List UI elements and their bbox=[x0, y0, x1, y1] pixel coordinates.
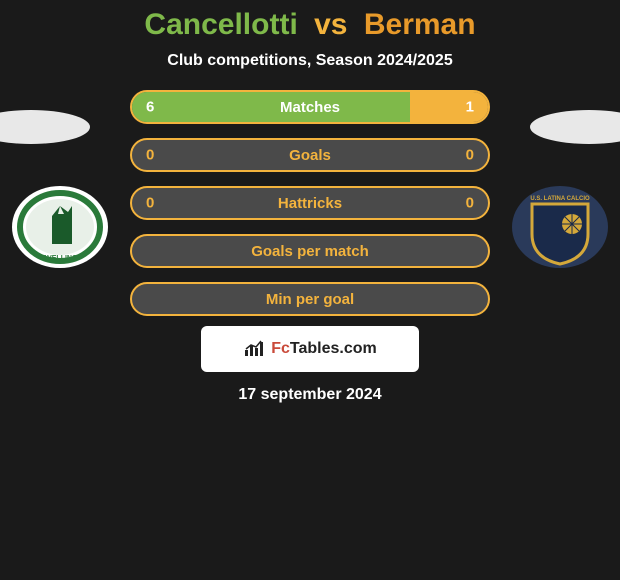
stat-value-right: 0 bbox=[466, 147, 474, 164]
title: Cancellotti vs Berman bbox=[0, 8, 620, 42]
player2-name: Berman bbox=[364, 8, 476, 41]
svg-text:AVELLINO: AVELLINO bbox=[43, 255, 78, 262]
stat-label: Hattricks bbox=[278, 195, 342, 212]
stat-value-left: 6 bbox=[146, 99, 154, 116]
stat-label: Matches bbox=[280, 99, 340, 116]
stat-pill-2: 0 0 Hattricks bbox=[130, 186, 490, 220]
player1-name: Cancellotti bbox=[144, 8, 297, 41]
right-side: U.S. LATINA CALCIO bbox=[500, 90, 620, 270]
left-ellipse bbox=[0, 110, 90, 144]
subtitle: Club competitions, Season 2024/2025 bbox=[0, 52, 620, 70]
stat-pill-3: Goals per match bbox=[130, 234, 490, 268]
stat-value-left: 0 bbox=[146, 147, 154, 164]
stat-fill-right bbox=[410, 92, 488, 122]
left-side: AVELLINO bbox=[0, 90, 120, 270]
brand-text: FcTables.com bbox=[271, 340, 377, 358]
right-crest: U.S. LATINA CALCIO bbox=[510, 184, 610, 270]
brand-rest: Tables.com bbox=[290, 340, 377, 357]
stat-label: Goals per match bbox=[251, 243, 369, 260]
stats-column: 6 1 Matches 0 0 Goals 0 0 Hattricks Goals per mat… bbox=[120, 90, 500, 316]
svg-text:U.S. LATINA CALCIO: U.S. LATINA CALCIO bbox=[530, 196, 590, 202]
vs-text: vs bbox=[314, 8, 347, 41]
stat-value-right: 0 bbox=[466, 195, 474, 212]
stat-pill-4: Min per goal bbox=[130, 282, 490, 316]
crest-right-icon: U.S. LATINA CALCIO bbox=[510, 184, 610, 270]
date-text: 17 september 2024 bbox=[0, 386, 620, 404]
stat-label: Min per goal bbox=[266, 291, 354, 308]
stat-value-right: 1 bbox=[466, 99, 474, 116]
right-ellipse bbox=[530, 110, 620, 144]
stat-pill-0: 6 1 Matches bbox=[130, 90, 490, 124]
chart-icon bbox=[243, 340, 265, 358]
brand-fc: Fc bbox=[271, 340, 290, 357]
crest-left-icon: AVELLINO bbox=[10, 184, 110, 270]
stat-label: Goals bbox=[289, 147, 331, 164]
stat-value-left: 0 bbox=[146, 195, 154, 212]
footer-card: FcTables.com bbox=[201, 326, 419, 372]
infographic-root: Cancellotti vs Berman Club competitions,… bbox=[0, 0, 620, 404]
stat-fill-left bbox=[132, 92, 410, 122]
content-row: AVELLINO 6 1 Matches 0 0 Goals 0 0 Hattricks Goal… bbox=[0, 90, 620, 316]
stat-pill-1: 0 0 Goals bbox=[130, 138, 490, 172]
left-crest: AVELLINO bbox=[10, 184, 110, 270]
